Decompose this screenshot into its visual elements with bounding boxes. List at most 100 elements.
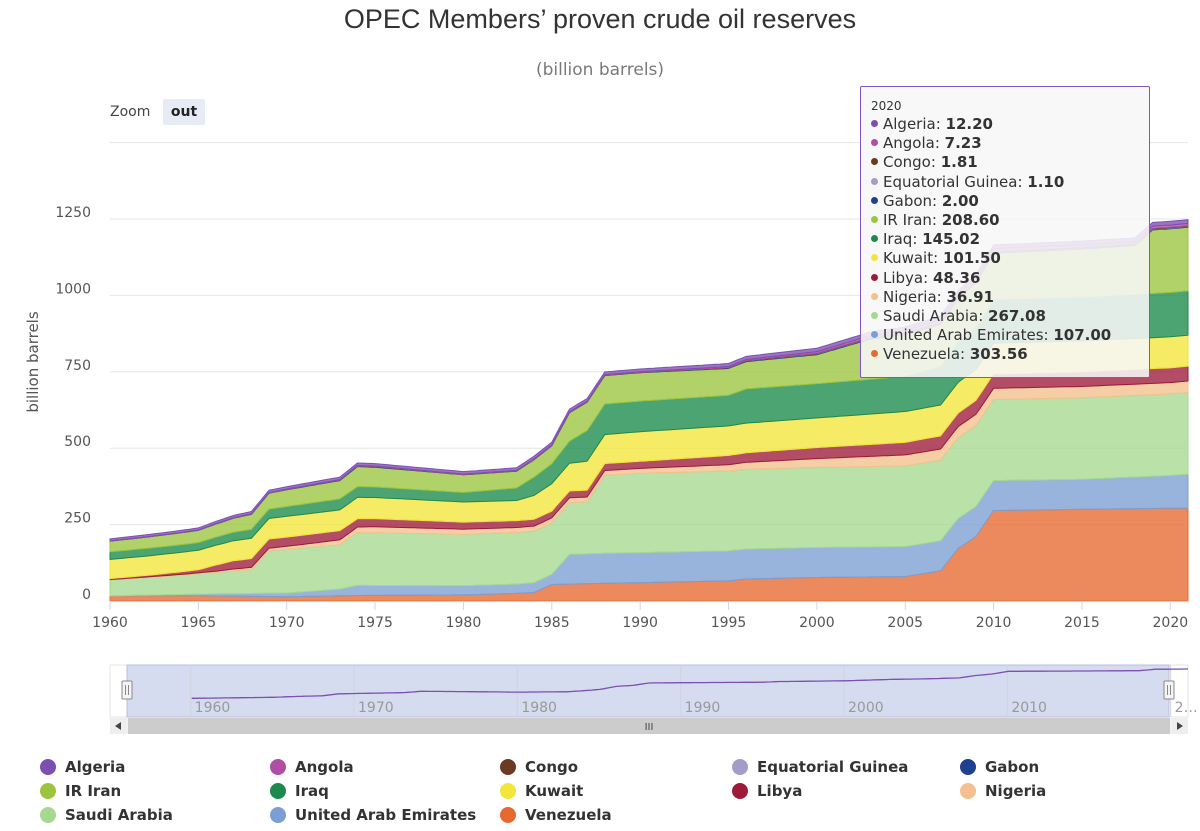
tooltip-separator: :: [978, 307, 989, 326]
legend-item-iraq[interactable]: Iraq: [270, 780, 329, 802]
navigator-right-handle[interactable]: [1163, 680, 1175, 700]
y-axis-ticks: 0 250 500 750 1000 1250: [55, 205, 91, 603]
legend-item-venezuela[interactable]: Venezuela: [500, 804, 612, 826]
x-tick-label: 2020: [1153, 615, 1189, 631]
scrollbar-thumb[interactable]: [128, 718, 1170, 734]
scroll-left-arrow-icon: [115, 722, 121, 730]
legend-item-congo[interactable]: Congo: [500, 756, 578, 778]
series-dot-icon: [871, 273, 878, 281]
legend-item-united-arab-emirates[interactable]: United Arab Emirates: [270, 804, 476, 826]
tooltip-separator: :: [933, 249, 943, 268]
legend-item-algeria[interactable]: Algeria: [40, 756, 125, 778]
y-tick-label: 500: [64, 434, 91, 450]
x-tick-label: 1995: [711, 615, 747, 631]
series-dot-icon: [871, 216, 878, 224]
x-tick-label: 1970: [269, 615, 305, 631]
tooltip-separator: :: [934, 134, 945, 153]
tooltip-series-name: Saudi Arabia: [883, 307, 979, 326]
legend-dot-icon: [732, 759, 748, 775]
navigator-tick-label: 1990: [685, 700, 721, 716]
legend-label: IR Iran: [65, 782, 122, 800]
legend-item-equatorial-guinea[interactable]: Equatorial Guinea: [732, 756, 908, 778]
navigator-left-handle[interactable]: [121, 680, 133, 700]
tooltip-row: Saudi Arabia: 267.08: [871, 307, 1149, 326]
legend-label: Libya: [757, 782, 803, 800]
x-tick-label: 1990: [622, 615, 658, 631]
tooltip-row: Venezuela: 303.56: [871, 345, 1149, 364]
legend-dot-icon: [270, 807, 286, 823]
tooltip-row: Algeria: 12.20: [871, 115, 1149, 134]
tooltip-series-name: IR Iran: [883, 211, 932, 230]
navigator-tick-label: 1980: [521, 700, 557, 716]
navigator[interactable]: 1960 1970 1980 1990 2000 2010 2…: [109, 664, 1198, 718]
tooltip-separator: :: [930, 153, 941, 172]
legend-label: Congo: [525, 758, 579, 776]
legend-dot-icon: [500, 807, 516, 823]
tooltip-row: Angola: 7.23: [871, 134, 1149, 153]
tooltip-separator: :: [936, 287, 947, 306]
tooltip-series-value: 12.20: [945, 115, 993, 133]
y-axis-label: billion barrels: [24, 311, 42, 412]
legend-dot-icon: [732, 783, 748, 799]
navigator-tick-label: 1960: [195, 700, 231, 716]
legend-dot-icon: [270, 783, 286, 799]
legend-item-angola[interactable]: Angola: [270, 756, 354, 778]
stacked-areas: [109, 219, 1189, 602]
series-dot-icon: [871, 235, 878, 243]
legend-item-libya[interactable]: Libya: [732, 780, 802, 802]
tooltip-series-value: 101.50: [942, 249, 1001, 268]
series-dot-icon: [871, 177, 878, 185]
y-tick-label: 750: [64, 358, 91, 374]
legend-item-ir-iran[interactable]: IR Iran: [40, 780, 121, 802]
series-dot-icon: [871, 350, 878, 358]
scrollbar[interactable]: III: [110, 718, 1188, 734]
tooltip-series-name: Gabon: [883, 191, 933, 210]
series-dot-icon: [871, 158, 878, 166]
tooltip-series-value: 1.81: [940, 153, 978, 172]
navigator-ticks: 1960 1970 1980 1990 2000 2010 2…: [195, 700, 1198, 716]
tooltip-series-value: 145.02: [922, 230, 981, 249]
legend-label: Iraq: [295, 782, 329, 800]
scroll-right-arrow-icon: [1177, 722, 1183, 730]
tooltip-row: United Arab Emirates: 107.00: [871, 326, 1149, 345]
navigator-grid: [190, 665, 1172, 717]
legend-dot-icon: [40, 783, 56, 799]
y-tick-label: 0: [82, 587, 91, 603]
tooltip-series-name: Nigeria: [883, 287, 937, 306]
navigator-tick-label: 2010: [1011, 700, 1047, 716]
tooltip: 2020 Algeria: 12.20 Angola: 7.23 Congo: 1.…: [860, 86, 1150, 378]
tooltip-series-value: 7.23: [944, 134, 982, 153]
tooltip-series-value: 2.00: [941, 191, 979, 210]
series-dot-icon: [871, 331, 878, 339]
x-tick-label: 1980: [446, 615, 482, 631]
legend-item-kuwait[interactable]: Kuwait: [500, 780, 583, 802]
tooltip-separator: :: [923, 268, 933, 287]
x-tick-label: 2010: [976, 615, 1012, 631]
legend-item-gabon[interactable]: Gabon: [960, 756, 1039, 778]
zoom-out-button[interactable]: out: [163, 99, 205, 125]
navigator-tick-label: 1970: [358, 700, 394, 716]
legend-label: Equatorial Guinea: [757, 758, 909, 776]
navigator-tick-label: 2000: [848, 700, 884, 716]
tooltip-series-value: 303.56: [969, 345, 1028, 364]
legend-label: Nigeria: [985, 782, 1047, 800]
tooltip-series-name: Venezuela: [883, 345, 961, 364]
series-dot-icon: [871, 196, 878, 204]
legend-dot-icon: [960, 783, 976, 799]
legend-label: United Arab Emirates: [295, 806, 477, 824]
legend-item-nigeria[interactable]: Nigeria: [960, 780, 1046, 802]
area-algeria[interactable]: [109, 219, 1189, 542]
legend-dot-icon: [500, 783, 516, 799]
tooltip-series-name: Equatorial Guinea: [883, 172, 1018, 191]
x-axis: 1960 1965 1970 1975 1980 1985 1990 1995 2000 2005…: [92, 601, 1188, 631]
legend-item-saudi-arabia[interactable]: Saudi Arabia: [40, 804, 173, 826]
legend-label: Algeria: [65, 758, 126, 776]
tooltip-row: IR Iran: 208.60: [871, 211, 1149, 230]
legend-dot-icon: [40, 807, 56, 823]
tooltip-row: Equatorial Guinea: 1.10: [871, 173, 1149, 192]
tooltip-series-value: 36.91: [946, 287, 994, 306]
legend-dot-icon: [270, 759, 286, 775]
x-tick-label: 1975: [357, 615, 393, 631]
tooltip-series-name: Iraq: [883, 230, 913, 249]
